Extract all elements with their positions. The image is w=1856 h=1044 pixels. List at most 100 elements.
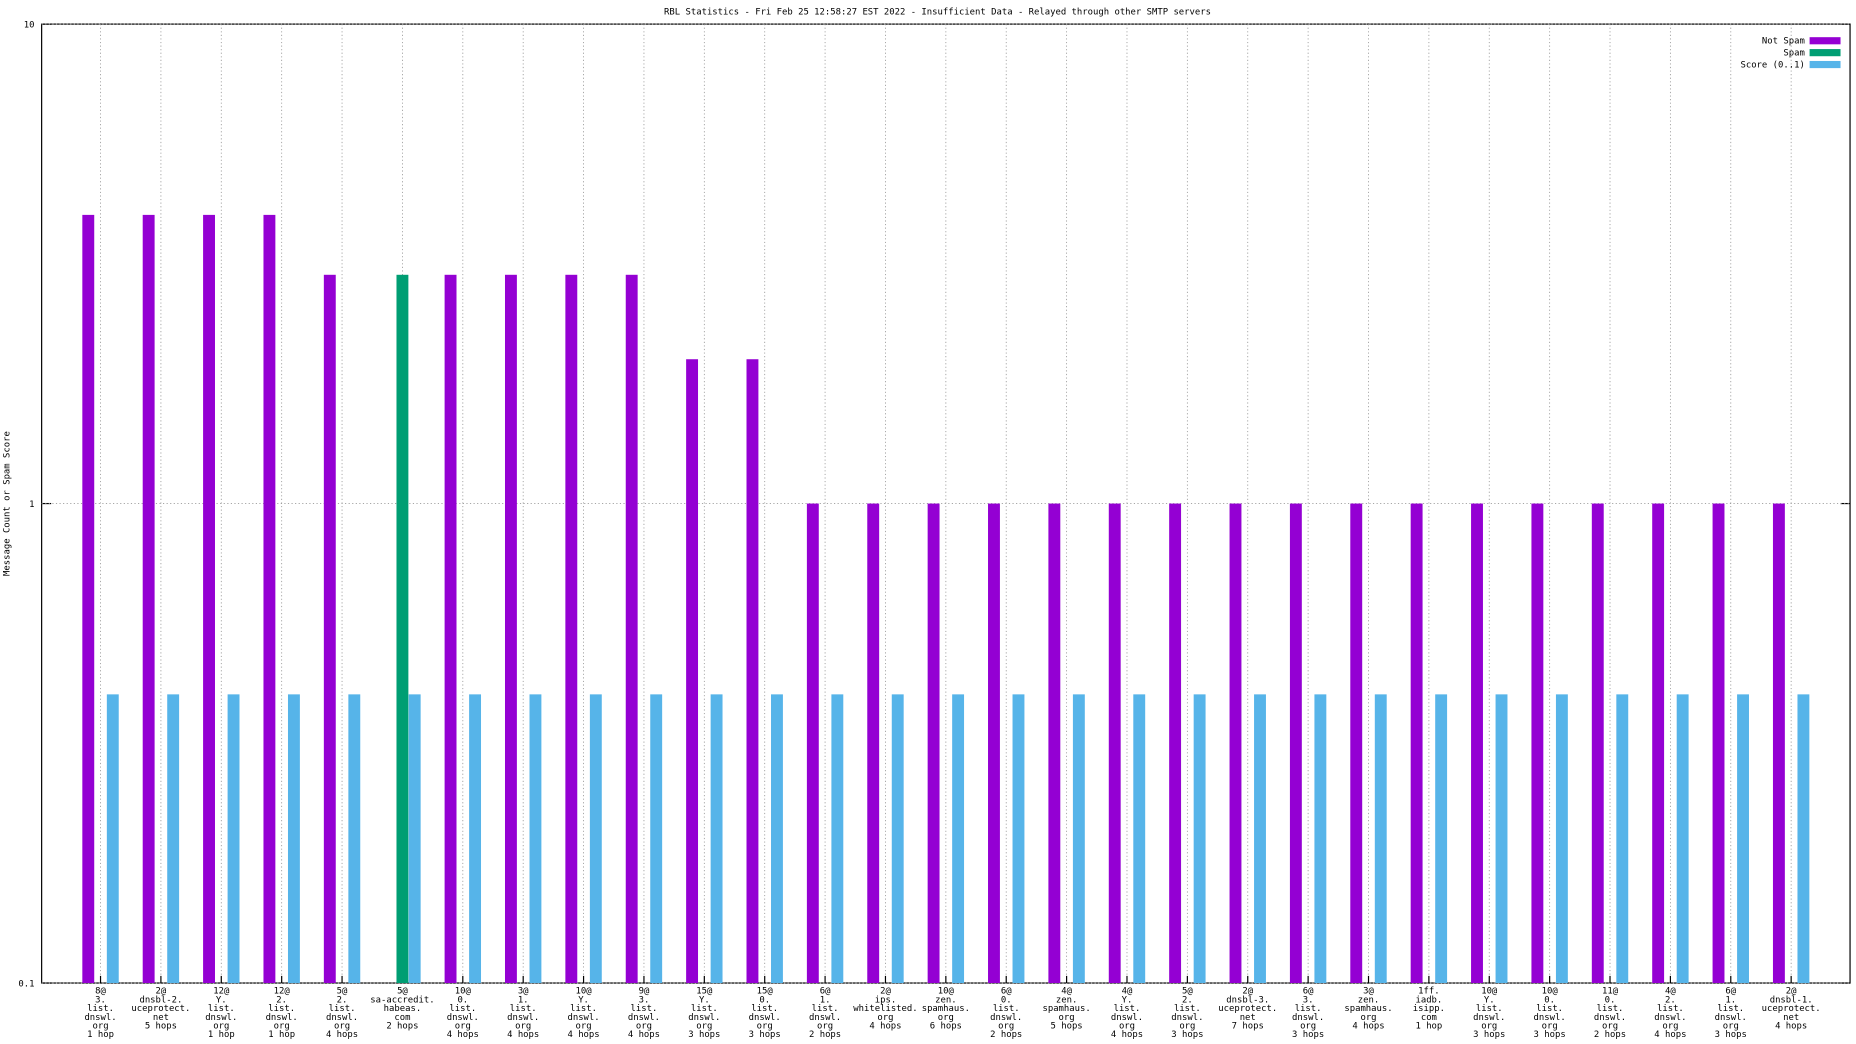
x-tick-label: 15@ xyxy=(757,987,774,997)
x-tick-label: list. xyxy=(751,1004,778,1014)
bar xyxy=(1133,694,1146,984)
x-tick-label: 2. xyxy=(1665,995,1676,1005)
x-tick-label: org xyxy=(1179,1021,1195,1031)
x-tick-label: org xyxy=(1300,1021,1316,1031)
x-tick-label: dnswl. xyxy=(1111,1013,1143,1023)
x-tick-label: uceprotect. xyxy=(1218,1004,1277,1014)
x-tick-label: list. xyxy=(1597,1004,1624,1014)
x-tick-label: dnswl. xyxy=(628,1013,660,1023)
bar xyxy=(1495,694,1508,984)
x-tick-label: 3 hops xyxy=(749,1030,781,1040)
bar xyxy=(1229,503,1242,984)
legend-swatch xyxy=(1809,60,1841,69)
x-tick-label: org xyxy=(998,1021,1014,1031)
bar xyxy=(1737,694,1749,984)
x-tick-label: 3 hops xyxy=(1171,1030,1203,1040)
x-tick-label: 7 hops xyxy=(1232,1021,1264,1031)
x-tick-label: whitelisted. xyxy=(853,1004,917,1014)
x-tick-label: 1. xyxy=(518,995,529,1005)
x-tick-label: list. xyxy=(1717,1004,1744,1014)
x-tick-label: list. xyxy=(1174,1004,1201,1014)
bar xyxy=(1555,694,1568,984)
x-tick-label: uceprotect. xyxy=(1762,1004,1821,1014)
x-tick-label: dnswl. xyxy=(1292,1013,1324,1023)
bar xyxy=(167,694,180,984)
x-tick-label: org xyxy=(576,1021,592,1031)
x-tick-label: 5@ xyxy=(337,987,348,997)
x-tick-label: 3@ xyxy=(518,987,529,997)
x-tick-label: dnswl. xyxy=(447,1013,479,1023)
x-tick-label: org xyxy=(1360,1013,1376,1023)
x-tick-label: list. xyxy=(87,1004,114,1014)
x-tick-label: ips. xyxy=(875,995,896,1005)
bar xyxy=(1350,503,1363,984)
x-tick-label: 3 hops xyxy=(1534,1030,1566,1040)
bar xyxy=(504,274,517,984)
x-tick-label: org xyxy=(1059,1013,1075,1023)
bar xyxy=(746,359,759,984)
bar xyxy=(1410,503,1423,984)
x-tick-label: 10@ xyxy=(1481,987,1498,997)
x-tick-label: 3 hops xyxy=(1715,1030,1747,1040)
x-tick-label: 9@ xyxy=(639,987,650,997)
x-tick-label: dnswl. xyxy=(1715,1013,1747,1023)
bar xyxy=(1108,503,1121,984)
chart-title: RBL Statistics - Fri Feb 25 12:58:27 EST… xyxy=(664,8,1211,18)
x-tick-label: dnsbl-2. xyxy=(139,995,182,1005)
x-tick-label: Y. xyxy=(699,995,710,1005)
x-tick-label: dnswl. xyxy=(84,1013,116,1023)
bar xyxy=(1193,694,1206,984)
bar xyxy=(263,214,276,984)
x-tick-label: 11@ xyxy=(1602,987,1619,997)
x-tick-label: 10@ xyxy=(455,987,472,997)
x-tick-label: habeas. xyxy=(384,1004,422,1014)
x-tick-label: 4 hops xyxy=(1654,1030,1686,1040)
bar xyxy=(106,694,119,984)
x-tick-label: 4 hops xyxy=(1352,1021,1384,1031)
legend-swatch xyxy=(1809,37,1841,45)
bar xyxy=(565,274,578,984)
x-tick-label: spamhaus. xyxy=(922,1004,970,1014)
x-tick-label: org xyxy=(817,1021,833,1031)
x-tick-label: 4@ xyxy=(1665,987,1676,997)
x-tick-label: spamhaus. xyxy=(1042,1004,1090,1014)
x-tick-label: org xyxy=(1723,1021,1739,1031)
x-tick-label: 10@ xyxy=(938,987,955,997)
x-tick-label: 0. xyxy=(1605,995,1616,1005)
bar xyxy=(348,694,361,984)
bar xyxy=(1616,694,1629,984)
x-tick-label: 4 hops xyxy=(869,1021,901,1031)
bar xyxy=(831,694,844,984)
x-tick-label: 3 hops xyxy=(688,1030,720,1040)
y-tick-label: 0.1 xyxy=(18,980,34,990)
bar xyxy=(589,694,602,984)
x-tick-label: list. xyxy=(1657,1004,1684,1014)
x-tick-label: dnswl. xyxy=(1171,1013,1203,1023)
x-tick-label: zen. xyxy=(935,995,956,1005)
x-tick-label: 2@ xyxy=(1242,987,1253,997)
x-tick-label: 3 hops xyxy=(1473,1030,1505,1040)
bar xyxy=(1676,694,1689,984)
bar xyxy=(1169,503,1182,984)
y-tick-label: 10 xyxy=(24,21,35,31)
x-tick-label: org xyxy=(938,1013,954,1023)
x-tick-label: 2@ xyxy=(880,987,891,997)
bar xyxy=(988,503,1000,984)
x-tick-label: list. xyxy=(1536,1004,1563,1014)
x-tick-label: 4 hops xyxy=(447,1030,479,1040)
x-tick-label: 1. xyxy=(1725,995,1736,1005)
x-tick-label: dnswl. xyxy=(326,1013,358,1023)
x-tick-label: 2. xyxy=(337,995,348,1005)
x-tick-label: 2@ xyxy=(1786,987,1797,997)
bar xyxy=(1314,694,1327,984)
x-tick-label: dnsbl-3. xyxy=(1226,995,1269,1005)
bar xyxy=(444,274,457,984)
x-tick-label: 1. xyxy=(820,995,831,1005)
x-tick-label: Y. xyxy=(1122,995,1133,1005)
x-tick-label: dnswl. xyxy=(1473,1013,1505,1023)
x-tick-label: dnswl. xyxy=(990,1013,1022,1023)
bar xyxy=(625,274,638,984)
x-tick-label: Y. xyxy=(578,995,589,1005)
x-tick-label: net xyxy=(1240,1013,1256,1023)
